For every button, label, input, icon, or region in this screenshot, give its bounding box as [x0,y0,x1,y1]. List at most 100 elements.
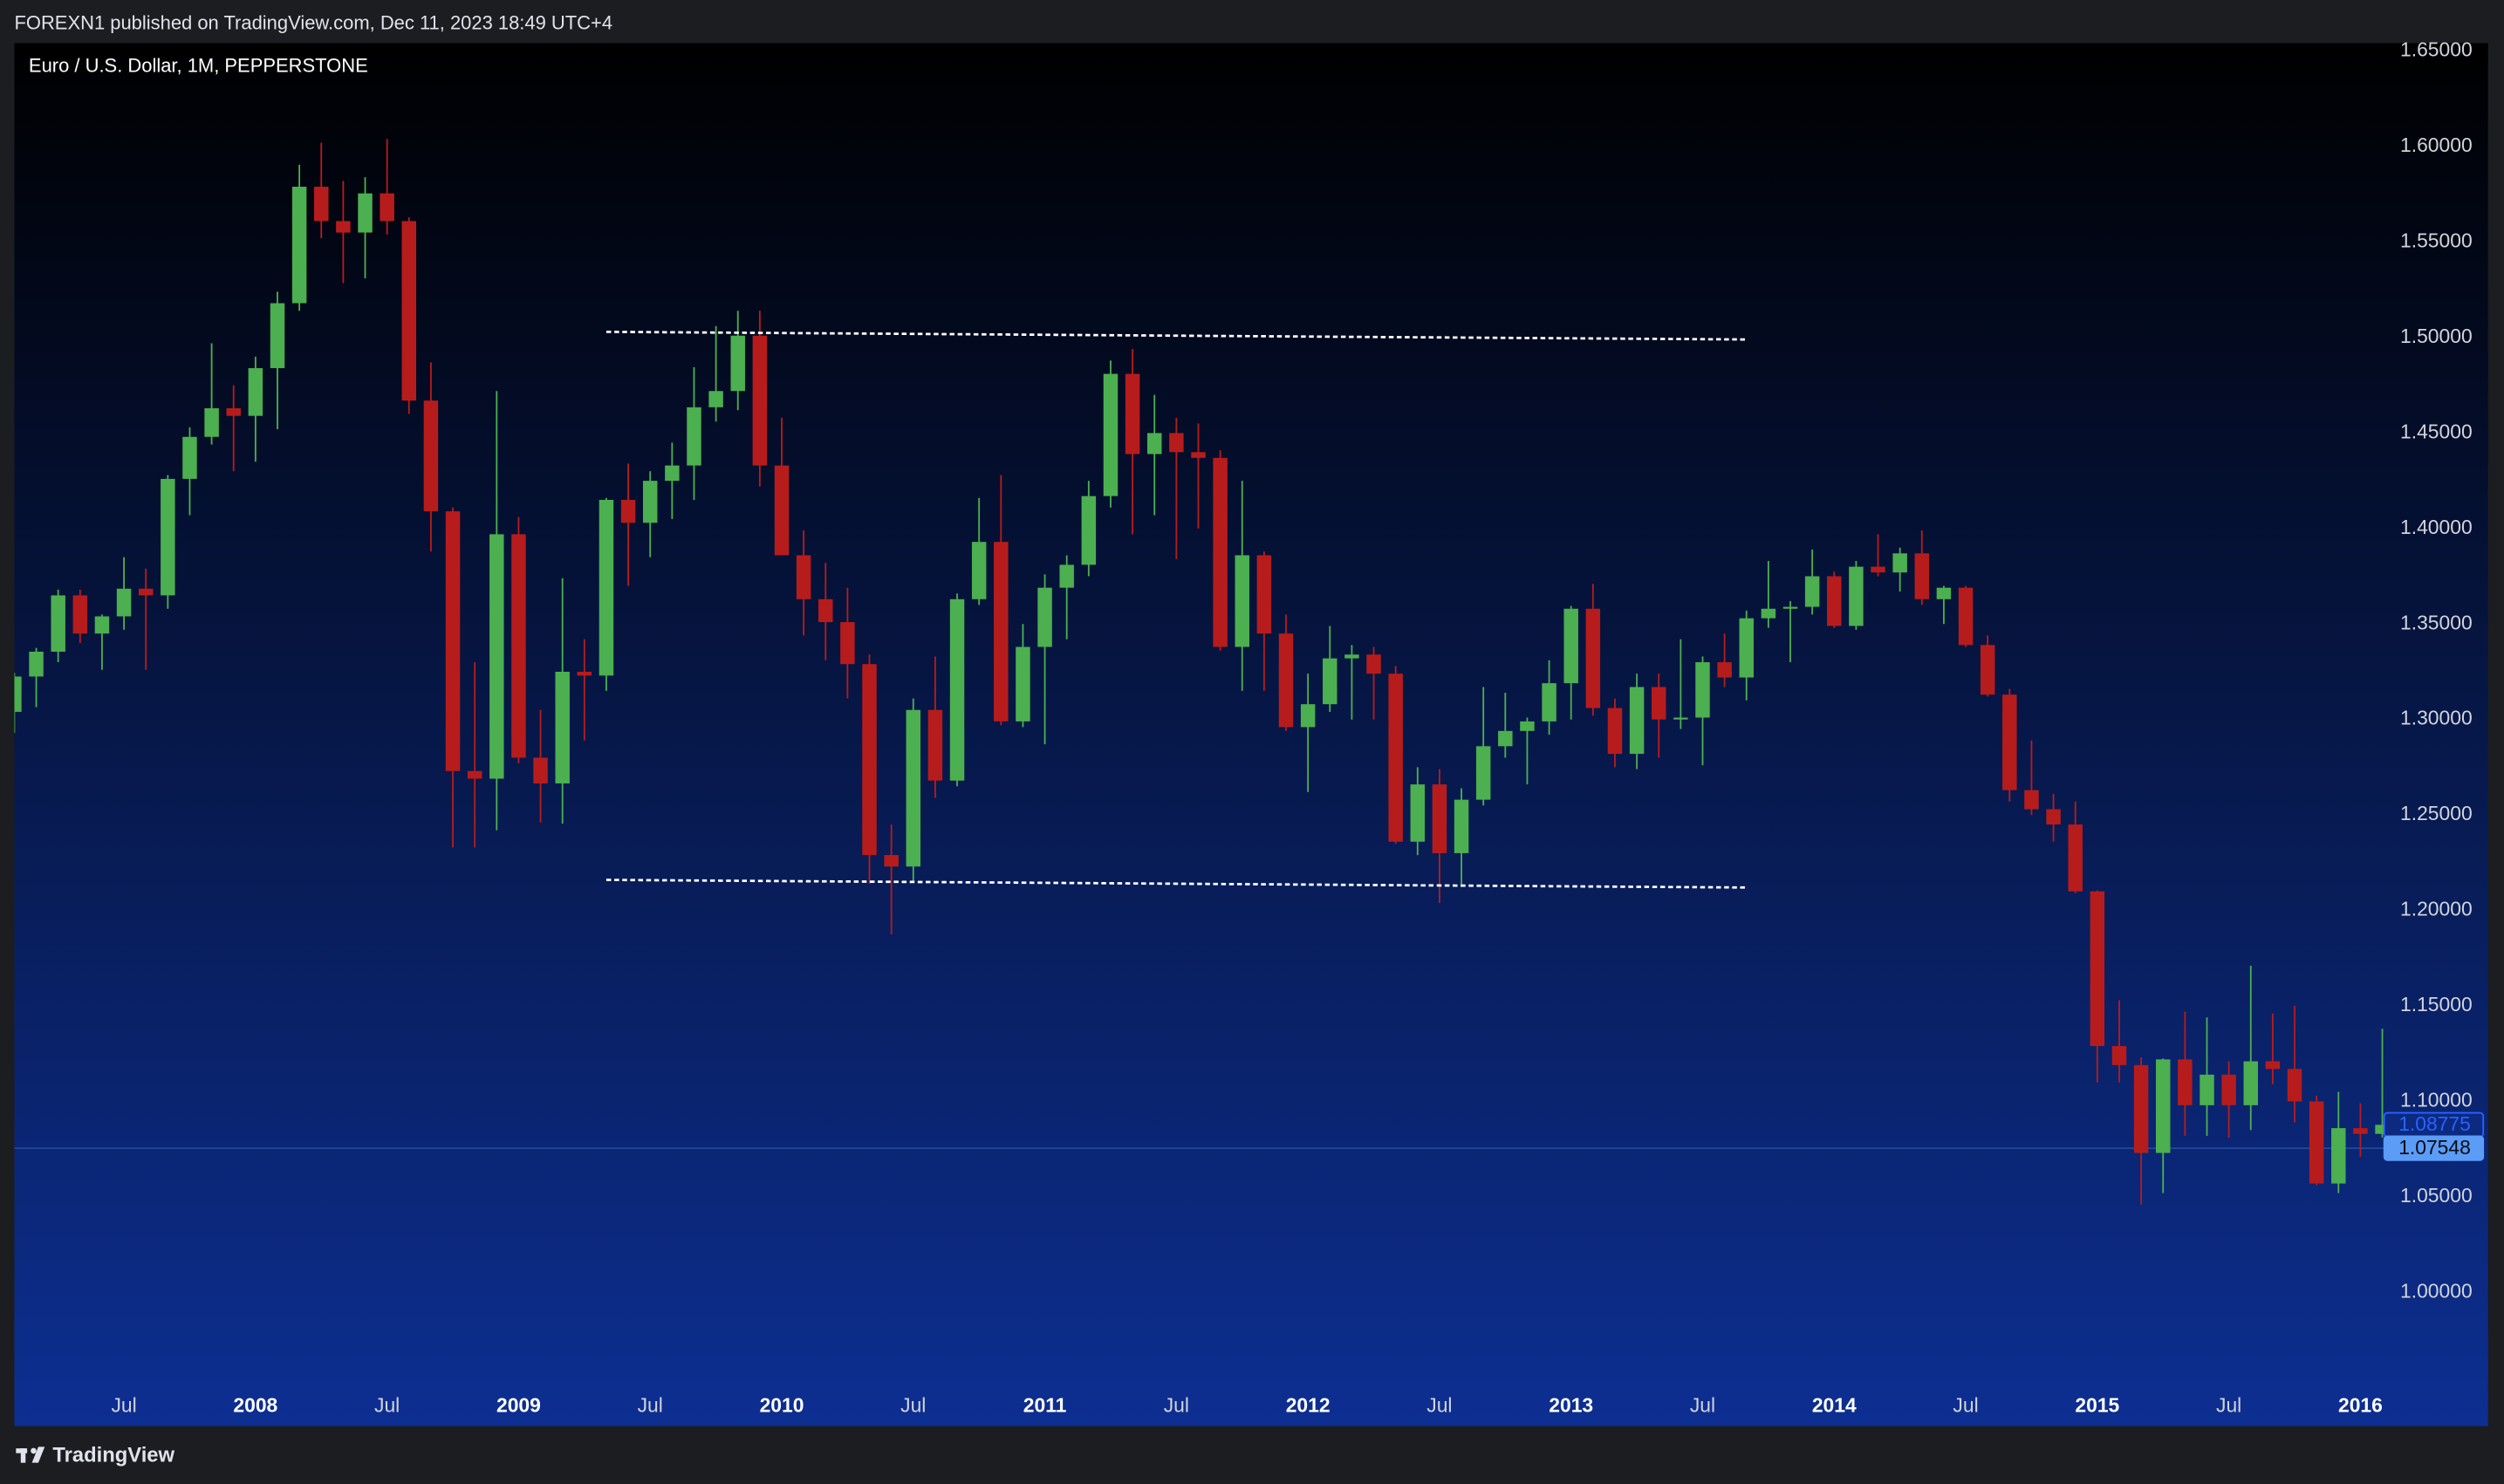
candle-body [1235,555,1249,647]
candle-body [927,709,943,781]
y-tick-label: 1.55000 [2400,229,2473,252]
candle-body [1914,553,1930,599]
candle-body [1563,608,1578,684]
candle-body [971,542,987,599]
candle-body [1695,662,1710,718]
candle-body [1585,608,1601,708]
candle-body [1344,654,1359,659]
candle-body [1607,708,1623,755]
candle-body [138,588,154,596]
x-tick-label: 2013 [1549,1394,1593,1417]
candle-body [2133,1064,2149,1153]
y-tick-label: 1.35000 [2400,611,2473,633]
candle-body [2156,1059,2171,1153]
candle-body [1739,618,1754,678]
candle-body [796,555,811,599]
candle-body [270,303,285,368]
candle-body [314,187,329,222]
y-tick-label: 1.30000 [2400,707,2473,729]
candle-body [2111,1045,2127,1065]
candle-body [774,465,790,556]
publish-header: FOREXN1 published on TradingView.com, De… [14,11,612,33]
candle-body [2068,824,2083,892]
candle-body [1323,658,1338,705]
candle-body [818,598,833,623]
x-tick-label: 2015 [2075,1394,2119,1417]
candle-body [226,407,241,416]
candle-body [2287,1069,2302,1102]
x-tick-label: Jul [111,1394,136,1417]
y-tick-label: 1.45000 [2400,420,2473,442]
axes: 1.00000 1.05000 1.10000 1.15000 1.20000 1.250… [111,38,2485,1417]
candle-body [1782,606,1798,609]
footer-brand: TradingView [52,1444,174,1467]
y-tick-label: 1.20000 [2400,898,2473,920]
candle-body [1717,662,1732,678]
candle-body [620,499,636,523]
candle-body [1454,799,1469,853]
x-tick-label: 2016 [2338,1394,2383,1417]
candle-body [840,622,855,665]
candle-body [884,855,899,867]
candle-body [2002,694,2017,790]
candle-body [1278,633,1294,728]
candle-body [2353,1128,2368,1134]
candle-body [2265,1061,2281,1070]
y-tick-label: 1.25000 [2400,802,2473,824]
x-tick-label: Jul [1164,1394,1189,1417]
candle-body [1629,687,1645,755]
candle-body [1827,576,1842,626]
candle-body [204,407,219,437]
candle-body [401,221,417,401]
candle-body [1037,587,1052,647]
candle-body [533,757,548,784]
candle-body [599,499,614,676]
candle-body [1804,576,1820,607]
price-label: 1.08775 [2398,1112,2471,1135]
candle-body [94,616,110,634]
candle-body [2046,809,2061,825]
candle-body [1300,704,1316,728]
candle-body [1542,683,1556,721]
candle-body [1081,496,1097,565]
candle-body [1432,784,1447,853]
y-tick-label: 1.15000 [2400,993,2473,1016]
chart-title: Euro / U.S. Dollar, 1M, PEPPERSTONE [29,55,368,77]
candle-body [949,598,965,781]
candle-body [1388,674,1403,842]
candle-body [1059,564,1074,588]
candle-body [380,193,394,222]
y-tick-label: 1.50000 [2400,325,2473,347]
x-tick-label: 2011 [1023,1394,1067,1417]
candle-body [1410,784,1426,842]
candle-body [72,595,88,634]
candle-body [1103,373,1119,496]
y-tick-label: 1.00000 [2400,1279,2473,1302]
range-line [605,330,1747,341]
candle-body [1871,566,1885,573]
x-tick-label: Jul [2216,1394,2241,1417]
price-label-box [2383,1135,2485,1161]
x-tick-label: Jul [374,1394,400,1417]
candle-body [1520,721,1535,731]
candle-body [423,400,439,512]
x-tick-label: Jul [1426,1394,1452,1417]
candle-body [665,465,680,482]
candle-body [1892,553,1907,573]
candle-body [2331,1128,2346,1184]
candle-body [1146,433,1162,455]
candle-body [1191,452,1206,458]
candle-body [2090,891,2105,1046]
x-tick-label: 2012 [1286,1394,1331,1417]
candle-body [994,542,1009,721]
candle-body [248,367,263,416]
candle-body [1016,646,1030,721]
candle-body [752,335,768,466]
candle-body [14,676,22,712]
candle-body [1651,687,1666,720]
candle-body [467,770,482,779]
candle-body [2200,1074,2214,1105]
x-tick-label: Jul [1690,1394,1715,1417]
candle-body [511,534,526,758]
price-label: 1.07548 [2398,1136,2471,1159]
